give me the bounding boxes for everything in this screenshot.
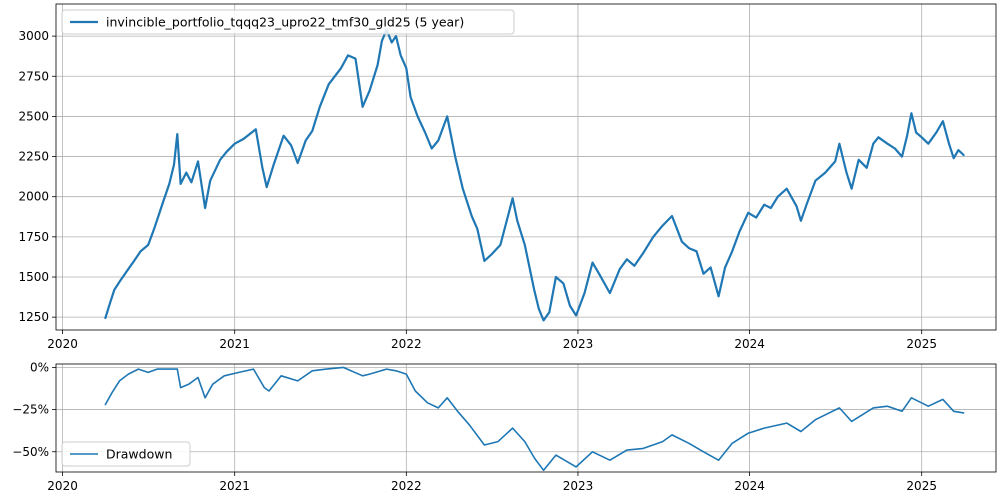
drawdown-panel: 2020 2021 2022 2023 2024 2025 0% −25% −50% Drawdo…: [12, 360, 997, 493]
drawdown-ytick-label: −50%: [12, 445, 49, 459]
price-panel: 2020 2021 2022 2023 2024 2025 1250 1500 1750 2000…: [18, 3, 997, 351]
drawdown-xtick-label: 2022: [391, 479, 422, 493]
drawdown-legend-box: [61, 441, 191, 467]
price-xtick-label: 2022: [391, 337, 422, 351]
price-legend: invincible_portfolio_tqqq23_upro22_tmf30…: [61, 9, 515, 35]
price-xtick-label: 2023: [563, 337, 594, 351]
price-xtick-label: 2021: [219, 337, 250, 351]
price-legend-box: [61, 9, 515, 35]
drawdown-ytick-label: −25%: [12, 403, 49, 417]
price-ytick-label: 1750: [18, 230, 49, 244]
price-ytick-label: 2250: [18, 150, 49, 164]
price-ytick-label: 2750: [18, 69, 49, 83]
drawdown-xtick-label: 2023: [563, 479, 594, 493]
price-legend-label: invincible_portfolio_tqqq23_upro22_tmf30…: [106, 15, 464, 30]
price-ytick-label: 3000: [18, 29, 49, 43]
price-xtick-label: 2020: [47, 337, 78, 351]
drawdown-xtick-label: 2025: [906, 479, 937, 493]
drawdown-legend: Drawdown: [61, 441, 191, 467]
drawdown-xtick-label: 2020: [47, 479, 78, 493]
price-xtick-label: 2024: [734, 337, 765, 351]
price-ytick-label: 1250: [18, 310, 49, 324]
price-series-line-0: [104, 28, 965, 322]
price-xtick-label: 2025: [906, 337, 937, 351]
price-ytick-label: 1500: [18, 270, 49, 284]
price-axes-frame: [55, 3, 997, 331]
drawdown-ytick-label: 0%: [30, 360, 49, 374]
price-ytick-label: 2000: [18, 190, 49, 204]
drawdown-xtick-label: 2024: [734, 479, 765, 493]
drawdown-legend-label: Drawdown: [106, 447, 172, 462]
drawdown-axes-frame: [55, 363, 997, 473]
drawdown-xtick-label: 2021: [219, 479, 250, 493]
drawdown-series-line-0: [104, 366, 965, 472]
price-ytick-label: 2500: [18, 109, 49, 123]
